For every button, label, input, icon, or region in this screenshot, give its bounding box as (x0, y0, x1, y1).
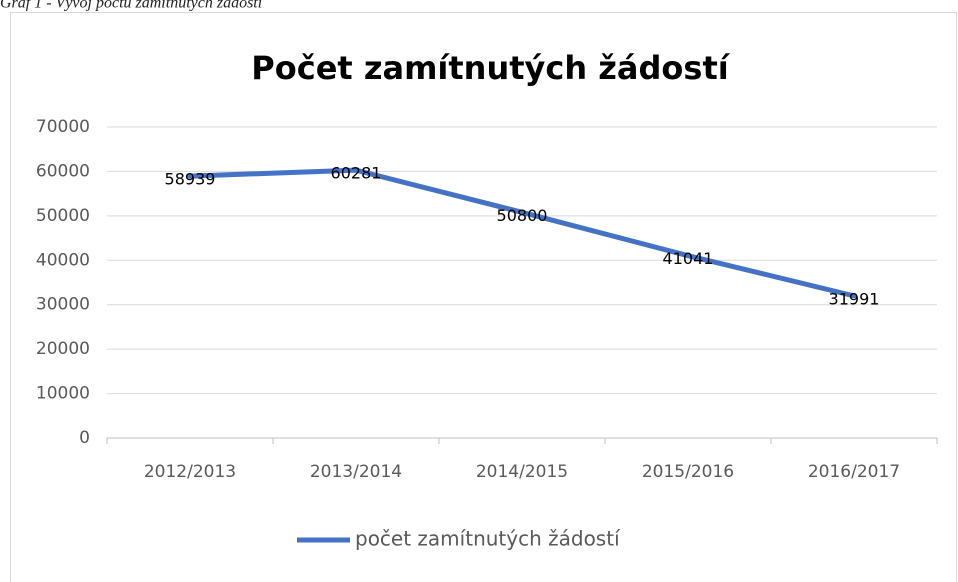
y-tick-label: 30000 (36, 295, 90, 315)
data-label: 31991 (829, 289, 880, 308)
y-tick-label: 50000 (36, 206, 90, 226)
chart-frame (10, 12, 957, 582)
y-tick-label: 20000 (36, 339, 90, 359)
y-tick-label: 60000 (36, 161, 90, 181)
x-tick-label: 2013/2014 (310, 462, 402, 482)
data-label: 50800 (497, 206, 548, 225)
x-tick-label: 2016/2017 (808, 462, 900, 482)
y-tick-label: 10000 (36, 384, 90, 404)
data-label: 41041 (663, 249, 714, 268)
y-tick-label: 0 (79, 428, 90, 448)
line (187, 167, 857, 299)
x-tick-label: 2014/2015 (476, 462, 568, 482)
legend-label: počet zamítnutých žádostí (355, 527, 621, 551)
data-label: 60281 (331, 164, 382, 183)
y-tick-label: 70000 (36, 117, 90, 137)
y-tick-label: 40000 (36, 250, 90, 270)
data-label: 58939 (165, 170, 216, 189)
chart-title: Počet zamítnutých žádostí (251, 49, 730, 87)
x-tick-label: 2012/2013 (144, 462, 236, 482)
x-tick-label: 2015/2016 (642, 462, 734, 482)
caption: Graf 1 - Vývoj počtu zamítnutých žádostí (0, 0, 264, 12)
